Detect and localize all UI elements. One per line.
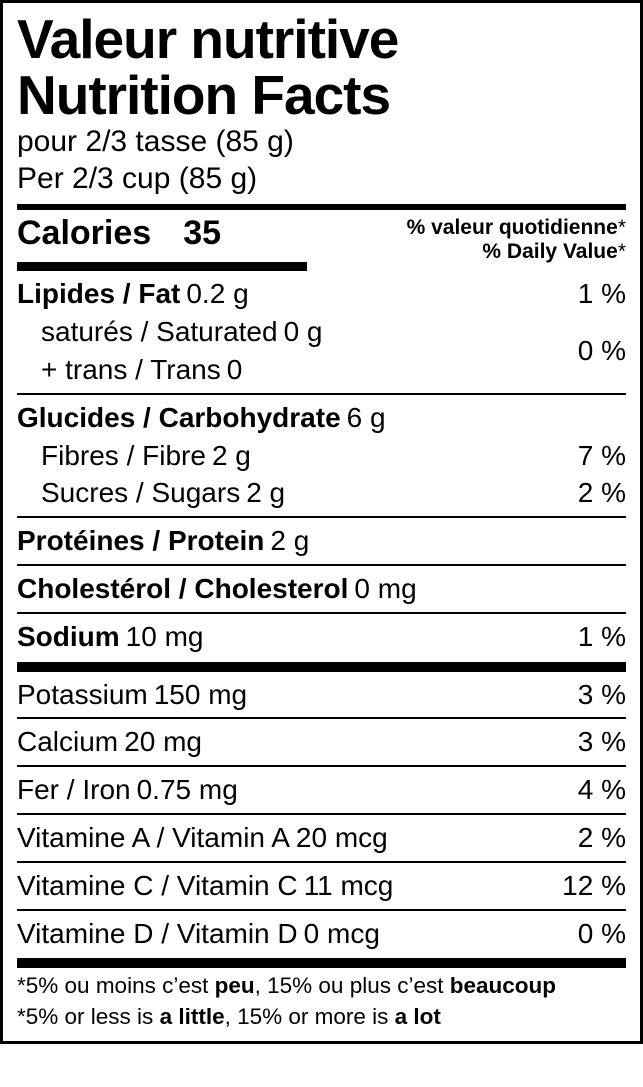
fat-amount: 0.2 g — [186, 275, 248, 313]
rule — [17, 516, 626, 518]
vitd-amount: 0 mcg — [304, 915, 380, 953]
carb-label: Glucides / Carbohydrate — [17, 399, 341, 437]
vitc-row: Vitamine C / Vitamin C 11 mcg 12 % — [17, 867, 626, 905]
rule — [17, 861, 626, 863]
sat-label: saturés / Saturated — [41, 313, 278, 351]
calcium-pct: 3 % — [578, 723, 626, 761]
fibre-pct: 7 % — [578, 437, 626, 475]
sat-trans-row: saturés / Saturated 0 g + trans / Trans … — [17, 313, 626, 389]
vita-pct: 2 % — [578, 819, 626, 857]
calories-label: Calories — [17, 214, 151, 253]
sodium-label: Sodium — [17, 618, 120, 656]
vitc-pct: 12 % — [562, 867, 626, 905]
foot-en-b: a little — [160, 1004, 225, 1029]
fibre-amount: 2 g — [212, 437, 251, 475]
dv-header: % valeur quotidienne* % Daily Value* — [407, 214, 626, 264]
serving-en: Per 2/3 cup (85 g) — [17, 162, 626, 197]
ast: * — [17, 973, 26, 998]
nutrition-facts-panel: Valeur nutritive Nutrition Facts pour 2/… — [0, 0, 643, 1044]
rule — [17, 393, 626, 395]
chol-label: Cholestérol / Cholesterol — [17, 570, 348, 608]
foot-en-d: a lot — [395, 1004, 441, 1029]
trans-label: + trans / Trans — [41, 351, 221, 389]
calories-row: Calories 35 % valeur quotidienne* % Dail… — [17, 214, 626, 264]
protein-label: Protéines / Protein — [17, 522, 264, 560]
potassium-amount: 150 mg — [154, 676, 247, 714]
foot-fr-a: 5% ou moins c’est — [26, 973, 215, 998]
vitc-label: Vitamine C / Vitamin C — [17, 867, 298, 905]
rule — [17, 717, 626, 719]
sugar-pct: 2 % — [578, 474, 626, 512]
vitc-amount: 11 mcg — [304, 867, 394, 905]
sugar-amount: 2 g — [246, 474, 285, 512]
carb-row: Glucides / Carbohydrate 6 g — [17, 399, 626, 437]
sat-amount: 0 g — [284, 313, 323, 351]
protein-amount: 2 g — [270, 522, 309, 560]
fat-pct: 1 % — [578, 275, 626, 313]
sodium-amount: 10 mg — [126, 618, 204, 656]
rule-thick — [17, 662, 626, 672]
sodium-row: Sodium 10 mg 1 % — [17, 618, 626, 656]
iron-label: Fer / Iron — [17, 771, 131, 809]
vita-label: Vitamine A / Vitamin A — [17, 819, 290, 857]
calories-underline — [17, 262, 307, 271]
potassium-pct: 3 % — [578, 676, 626, 714]
title-fr: Valeur nutritive — [17, 11, 626, 67]
sat-trans-pct: 0 % — [578, 335, 626, 367]
calcium-amount: 20 mg — [124, 723, 202, 761]
chol-amount: 0 mg — [354, 570, 416, 608]
vitd-label: Vitamine D / Vitamin D — [17, 915, 298, 953]
fibre-row: Fibres / Fibre 2 g 7 % — [17, 437, 626, 475]
sodium-pct: 1 % — [578, 618, 626, 656]
rule — [17, 909, 626, 911]
fat-row: Lipides / Fat 0.2 g 1 % — [17, 275, 626, 313]
serving-fr: pour 2/3 tasse (85 g) — [17, 125, 626, 160]
potassium-row: Potassium 150 mg 3 % — [17, 676, 626, 714]
sugar-label: Sucres / Sugars — [41, 474, 240, 512]
trans-amount: 0 — [227, 351, 243, 389]
rule — [17, 204, 626, 210]
rule-thick — [17, 958, 626, 968]
vitd-pct: 0 % — [578, 915, 626, 953]
fibre-label: Fibres / Fibre — [41, 437, 206, 475]
iron-pct: 4 % — [578, 771, 626, 809]
chol-row: Cholestérol / Cholesterol 0 mg — [17, 570, 626, 608]
foot-fr-c: , 15% ou plus c’est — [255, 973, 450, 998]
rule — [17, 564, 626, 566]
foot-fr-d: beaucoup — [450, 973, 556, 998]
carb-amount: 6 g — [347, 399, 386, 437]
foot-en-c: , 15% or more is — [225, 1004, 395, 1029]
footnote-fr: *5% ou moins c’est peu, 15% ou plus c’es… — [17, 972, 626, 1000]
dv-ast2: * — [618, 240, 626, 263]
sugar-row: Sucres / Sugars 2 g 2 % — [17, 474, 626, 512]
iron-row: Fer / Iron 0.75 mg 4 % — [17, 771, 626, 809]
title-en: Nutrition Facts — [17, 67, 626, 123]
rule — [17, 612, 626, 614]
fat-label: Lipides / Fat — [17, 275, 180, 313]
calories-value: 35 — [183, 214, 221, 253]
foot-fr-b: peu — [215, 973, 255, 998]
vitd-row: Vitamine D / Vitamin D 0 mcg 0 % — [17, 915, 626, 953]
iron-amount: 0.75 mg — [137, 771, 238, 809]
calcium-row: Calcium 20 mg 3 % — [17, 723, 626, 761]
rule — [17, 813, 626, 815]
dv-en: % Daily Value — [482, 240, 617, 263]
dv-fr: % valeur quotidienne — [407, 216, 618, 239]
calcium-label: Calcium — [17, 723, 118, 761]
potassium-label: Potassium — [17, 676, 148, 714]
vita-amount: 20 mcg — [296, 819, 388, 857]
vita-row: Vitamine A / Vitamin A 20 mcg 2 % — [17, 819, 626, 857]
ast: * — [17, 1004, 26, 1029]
rule — [17, 765, 626, 767]
dv-ast: * — [618, 216, 626, 239]
footnote-en: *5% or less is a little, 15% or more is … — [17, 1003, 626, 1031]
protein-row: Protéines / Protein 2 g — [17, 522, 626, 560]
foot-en-a: 5% or less is — [26, 1004, 160, 1029]
